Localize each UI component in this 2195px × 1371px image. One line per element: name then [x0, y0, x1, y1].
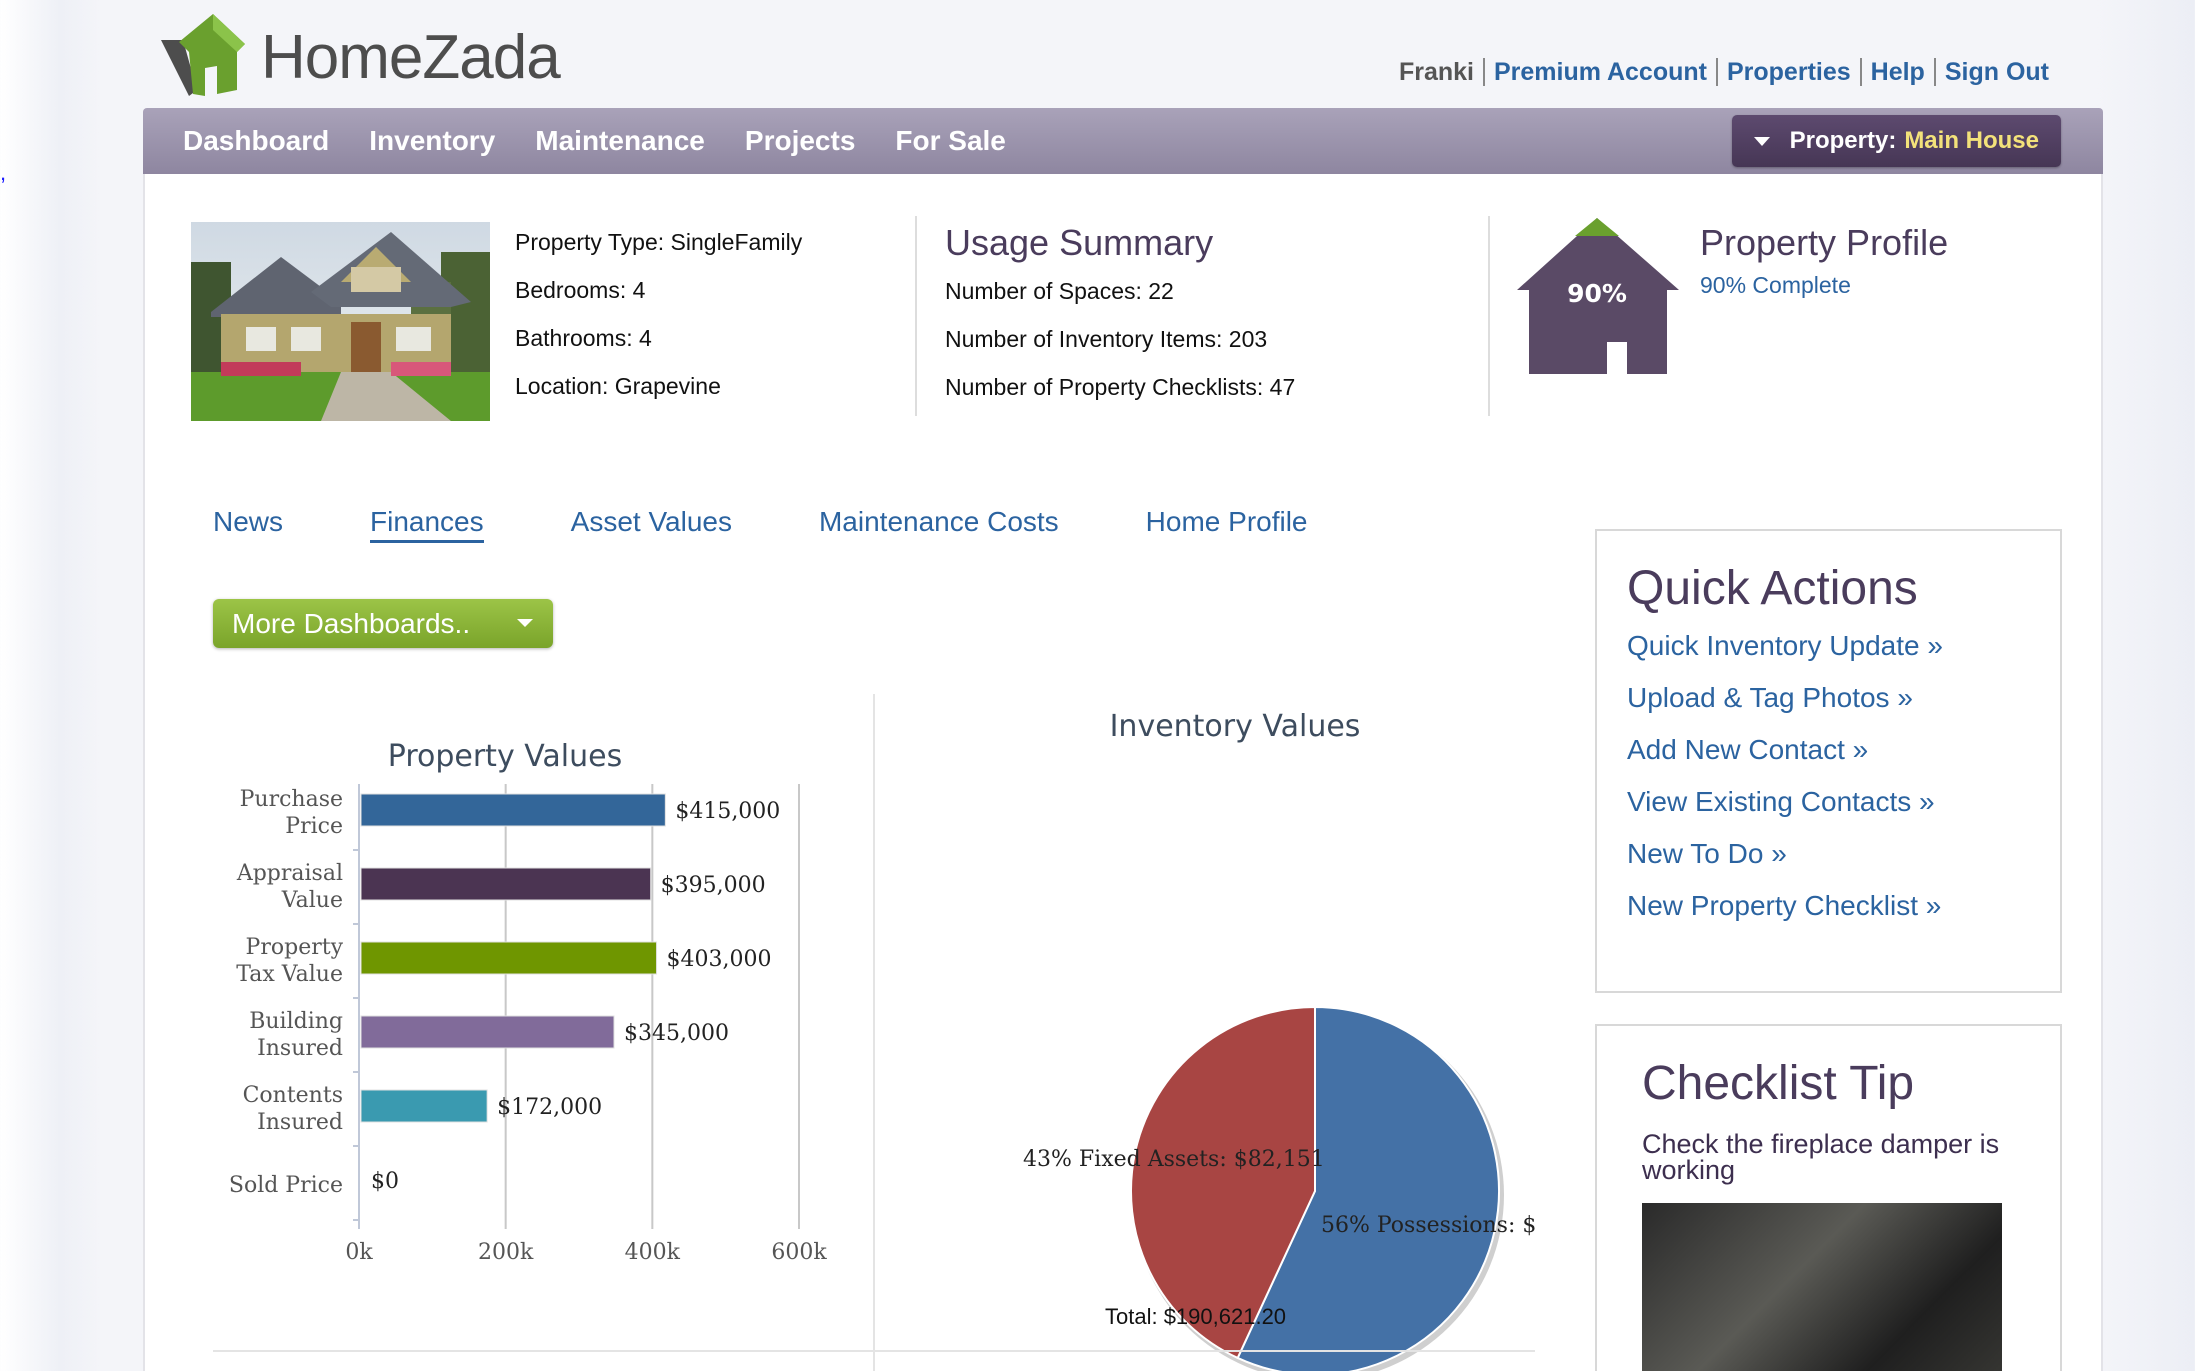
property-location: Location: Grapevine: [515, 373, 721, 399]
bar[interactable]: [360, 793, 666, 827]
bar[interactable]: [360, 1089, 488, 1123]
property-selector-label: Property:: [1789, 127, 1897, 154]
brand-name: HomeZada: [261, 22, 561, 92]
chart-divider: [873, 694, 875, 1371]
bar-data-label: $345,000: [624, 1021, 729, 1046]
bar-data-label: $0: [371, 1169, 399, 1194]
content-area: Property Type: SingleFamily Bedrooms: 4 …: [143, 174, 2103, 1371]
usage-summary: Usage Summary Number of Spaces: 22 Numbe…: [945, 222, 1295, 422]
category-label: Insured: [257, 1036, 343, 1061]
bar[interactable]: [360, 1015, 615, 1049]
property-selector-value: Main House: [1904, 127, 2039, 154]
category-label: Contents: [243, 1083, 343, 1108]
property-type: Property Type: SingleFamily: [515, 229, 803, 255]
quick-actions-title: Quick Actions: [1627, 562, 1918, 615]
nav-inventory[interactable]: Inventory: [369, 125, 496, 156]
category-label: Property: [246, 935, 344, 960]
pie-slice[interactable]: [1130, 1005, 1316, 1360]
view-existing-contacts-link[interactable]: View Existing Contacts »: [1627, 786, 1935, 817]
category-label: Tax Value: [236, 962, 343, 987]
category-label: Appraisal: [236, 861, 343, 886]
checklist-tip-panel: Checklist Tip Check the fireplace damper…: [1595, 1024, 2062, 1371]
checklist-tip-title: Checklist Tip: [1642, 1057, 1915, 1110]
category-label: Sold Price: [229, 1173, 343, 1198]
property-values-title: Property Values: [387, 739, 623, 774]
new-property-checklist-link[interactable]: New Property Checklist »: [1627, 890, 1942, 921]
property-profile: Property Profile 90% Complete: [1700, 222, 1948, 299]
profile-house-icon[interactable]: 90%: [1515, 214, 1680, 379]
category-label: Insured: [257, 1110, 343, 1135]
more-dashboards-button[interactable]: More Dashboards..: [213, 599, 553, 648]
property-photo[interactable]: [191, 222, 490, 421]
nav-maintenance[interactable]: Maintenance: [535, 125, 705, 156]
profile-complete-link[interactable]: 90% Complete: [1700, 272, 1851, 298]
checklists-count: Number of Property Checklists: 47: [945, 374, 1296, 400]
caret-down-icon: [1753, 136, 1770, 146]
inventory-values-chart: 56% Possessions: $108,469 43% Fixed Asset…: [1023, 1005, 1535, 1371]
stray-mark: ,: [0, 160, 7, 185]
x-tick-label: 400k: [625, 1240, 681, 1264]
bar[interactable]: [360, 867, 652, 901]
quick-actions-panel: Quick Actions Quick Inventory Update » U…: [1595, 529, 2062, 993]
properties-link[interactable]: Properties: [1726, 58, 1851, 86]
nav-dashboard[interactable]: Dashboard: [183, 125, 330, 156]
property-selector[interactable]: Property: Main House: [1731, 115, 2061, 167]
checklist-tip-text: Check the fireplace damper is working: [1642, 1129, 2000, 1185]
divider: [213, 1350, 1535, 1352]
bar-data-label: $395,000: [661, 873, 766, 898]
nav-for-sale[interactable]: For Sale: [895, 125, 1006, 156]
user-name: Franki: [1398, 58, 1474, 86]
x-tick-label: 200k: [478, 1240, 534, 1264]
help-link[interactable]: Help: [1870, 58, 1925, 86]
pie-label: 56% Possessions: $108,469: [1321, 1213, 1535, 1238]
inventory-total: Total: $190,621.20: [1105, 1304, 1287, 1329]
nav-projects[interactable]: Projects: [744, 125, 856, 156]
bar-data-label: $172,000: [497, 1095, 602, 1120]
inventory-values-title: Inventory Values: [1109, 709, 1361, 744]
pie-slice[interactable]: [1236, 1005, 1500, 1371]
divider: [1488, 216, 1490, 416]
divider: [915, 216, 917, 416]
page: HomeZada Franki Premium Account Properti…: [143, 0, 2103, 1371]
upload-tag-photos-link[interactable]: Upload & Tag Photos »: [1627, 682, 1913, 713]
bar-data-label: $403,000: [667, 947, 772, 972]
pie-label: 43% Fixed Assets: $82,151: [1023, 1147, 1325, 1172]
tab-home-profile[interactable]: Home Profile: [1145, 506, 1308, 537]
category-label: Price: [285, 814, 343, 839]
logo-house-icon: [161, 14, 245, 96]
sign-out-link[interactable]: Sign Out: [1944, 58, 2049, 86]
inventory-items-count: Number of Inventory Items: 203: [945, 326, 1268, 352]
premium-account-link[interactable]: Premium Account: [1493, 58, 1707, 86]
category-label: Value: [281, 888, 343, 913]
tab-asset-values[interactable]: Asset Values: [570, 506, 732, 537]
property-profile-title: Property Profile: [1700, 222, 1949, 263]
logo[interactable]: HomeZada: [153, 12, 561, 102]
tab-finances[interactable]: Finances: [370, 506, 484, 543]
tab-maintenance-costs[interactable]: Maintenance Costs: [818, 506, 1059, 537]
tab-news[interactable]: News: [213, 506, 284, 537]
fireplace-damper-photo: [1642, 1203, 2002, 1371]
category-label: Building: [249, 1009, 343, 1034]
dashboard-tabs: News Finances Asset Values Maintenance C…: [213, 506, 1395, 543]
property-info: Property Type: SingleFamily Bedrooms: 4 …: [515, 229, 802, 421]
profile-badge-text: 90%: [1567, 279, 1627, 308]
x-tick-label: 600k: [771, 1240, 827, 1264]
new-to-do-link[interactable]: New To Do »: [1627, 838, 1787, 869]
top-links: Franki Premium Account Properties Help S…: [1390, 58, 2058, 86]
x-tick-label: 0k: [345, 1240, 373, 1264]
main-nav: Dashboard Inventory Maintenance Projects…: [143, 108, 2103, 174]
more-dashboards-label: More Dashboards..: [232, 607, 471, 639]
bar-data-label: $415,000: [675, 799, 780, 824]
usage-summary-title: Usage Summary: [945, 222, 1214, 263]
caret-down-icon: [517, 619, 533, 627]
quick-inventory-update-link[interactable]: Quick Inventory Update »: [1627, 630, 1943, 661]
property-bathrooms: Bathrooms: 4: [515, 325, 652, 351]
add-new-contact-link[interactable]: Add New Contact »: [1627, 734, 1869, 765]
category-label: Purchase: [240, 787, 343, 812]
spaces-count: Number of Spaces: 22: [945, 278, 1174, 304]
property-bedrooms: Bedrooms: 4: [515, 277, 646, 303]
bar[interactable]: [360, 941, 658, 975]
